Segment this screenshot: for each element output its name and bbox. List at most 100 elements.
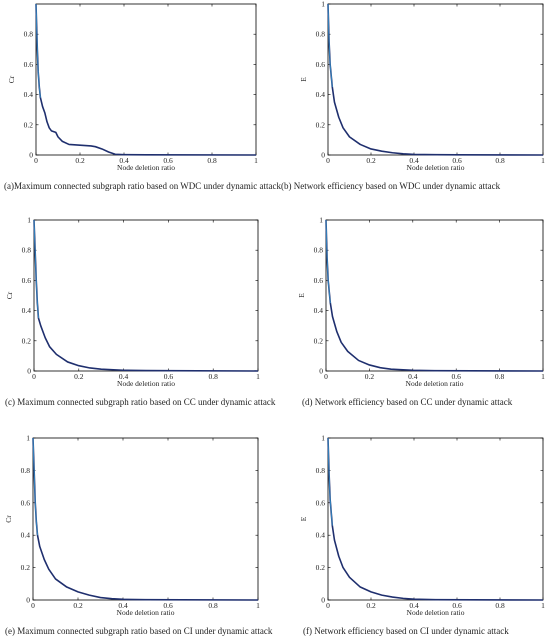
x-tick-label: 0.2 [75,156,85,165]
y-tick-label: 0.4 [314,306,324,315]
y-tick-label: 0.8 [21,466,31,475]
chart-caption-c: (c) Maximum connected subgraph ratio bas… [5,397,276,407]
x-tick-label: 0.8 [495,601,505,610]
plot-frame [325,219,544,372]
x-tick-label: 0.4 [409,601,419,610]
x-tick-label: 0 [324,372,328,381]
x-tick-label: 0.4 [408,372,418,381]
series-line [327,437,544,601]
x-tick-label: 0.4 [119,372,129,381]
x-tick-label: 0.8 [495,156,505,165]
chart-caption-f: (f) Network efficiency based on CI under… [303,626,509,636]
series-line-highlight [35,3,41,98]
x-tick-label: 0.2 [365,372,375,381]
y-tick-label: 0.2 [314,336,324,345]
series-line-highlight [325,219,331,304]
chart-svg-c: 0 0.2 0.4 0.6 0.8 1 0 0.2 0.4 0.6 0.8 1 Node deletio… [5,216,260,389]
plot-frame [327,3,544,156]
chart-svg-e: 0 0.2 0.4 0.6 0.8 1 0 0.2 0.4 0.6 0.8 1 Node deletio… [4,434,260,618]
chart-panel-b: 0 0.2 0.4 0.6 0.8 1 0 0.2 0.4 0.6 0.8 1 Node deletio… [275,0,550,214]
x-tick-label: 0.6 [163,156,173,165]
y-tick-label: 0.8 [314,246,324,255]
y-tick-label: 1 [321,0,325,9]
plot-frame [32,437,259,601]
y-tick-label: 0 [321,151,325,160]
x-axis-label: Node deletion ratio [117,608,175,617]
y-tick-label: 0 [319,367,323,376]
y-axis-label: Cr [5,291,14,299]
y-tick-label: 0.6 [21,498,31,507]
y-tick-label: 0.8 [316,30,326,39]
x-tick-label: 1 [256,601,260,610]
x-tick-label: 0.8 [208,601,218,610]
y-axis-label: Cr [7,75,16,83]
x-tick-label: 1 [541,156,545,165]
chart-svg-a: 0 0.2 0.4 0.6 0.8 1 0 0.2 0.4 0.6 0.8 Node deletion… [7,3,258,172]
y-tick-label: 1 [27,216,31,225]
plot-frame [33,219,259,372]
x-tick-label: 0.8 [495,372,505,381]
y-tick-label: 0.2 [24,120,34,129]
x-tick-label: 0.6 [452,601,462,610]
series-line [325,219,544,372]
y-tick-label: 0 [27,367,31,376]
chart-panel-c: 0 0.2 0.4 0.6 0.8 1 0 0.2 0.4 0.6 0.8 1 Node deletio… [0,214,275,428]
y-tick-label: 0.6 [22,276,32,285]
x-tick-label: 0 [32,372,36,381]
y-tick-label: 0 [321,596,325,605]
series-line-highlight [33,219,39,319]
y-tick-label: 0 [26,596,30,605]
chart-svg-d: 0 0.2 0.4 0.6 0.8 1 0 0.2 0.4 0.6 0.8 1 Node deletio… [297,216,545,389]
chart-panel-f: 0 0.2 0.4 0.6 0.8 1 0 0.2 0.4 0.6 0.8 1 Node deletio… [275,428,550,641]
x-axis-label: Node deletion ratio [117,379,175,388]
x-tick-label: 0.8 [207,156,217,165]
x-tick-label: 0 [34,156,38,165]
y-axis-label: E [297,293,306,298]
x-tick-label: 0.4 [119,156,129,165]
chart-panel-a: 0 0.2 0.4 0.6 0.8 1 0 0.2 0.4 0.6 0.8 Node deletion… [0,0,281,214]
x-tick-label: 0.2 [366,601,376,610]
y-tick-label: 0.4 [22,306,32,315]
y-axis-label: Cr [4,515,13,523]
chart-caption-b: (b) Network efficiency based on WDC unde… [281,181,501,191]
series-line-highlight [32,437,38,536]
chart-caption-a: (a)Maximum connected subgraph ratio base… [4,181,281,191]
x-tick-label: 1 [541,372,545,381]
series-line [35,3,257,156]
x-tick-label: 0 [326,156,330,165]
y-tick-label: 0.6 [24,60,34,69]
y-axis-label: E [299,77,308,82]
x-tick-label: 0.2 [366,156,376,165]
x-tick-label: 0.6 [163,601,173,610]
y-axis-label: E [299,516,308,521]
y-tick-label: 0.4 [24,90,34,99]
x-axis-label: Node deletion ratio [407,163,465,172]
y-tick-label: 1 [321,434,325,443]
chart-panel-d: 0 0.2 0.4 0.6 0.8 1 0 0.2 0.4 0.6 0.8 1 Node deletio… [275,214,550,428]
y-tick-label: 0.8 [22,246,32,255]
x-tick-label: 1 [254,156,258,165]
x-tick-label: 0.6 [452,156,462,165]
plot-frame [327,437,544,601]
x-tick-label: 0 [31,601,35,610]
y-tick-label: 0.8 [24,30,34,39]
y-tick-label: 0 [29,151,33,160]
series-line [33,219,259,372]
y-tick-label: 0.6 [314,276,324,285]
x-tick-label: 0.4 [409,156,419,165]
series-line [32,437,259,601]
chart-caption-e: (e) Maximum connected subgraph ratio bas… [5,626,273,636]
plot-frame [35,3,257,156]
y-tick-label: 0.2 [21,563,31,572]
x-axis-label: Node deletion ratio [406,379,464,388]
y-tick-label: 0.2 [22,336,32,345]
x-tick-label: 0.6 [164,372,174,381]
y-tick-label: 0.4 [316,531,326,540]
y-tick-label: 0.8 [316,466,326,475]
x-tick-label: 0.8 [209,372,219,381]
y-tick-label: 0.2 [316,563,326,572]
y-tick-label: 0.2 [316,120,326,129]
x-tick-label: 1 [256,372,260,381]
series-line-highlight [327,437,333,526]
y-tick-label: 0.6 [316,60,326,69]
